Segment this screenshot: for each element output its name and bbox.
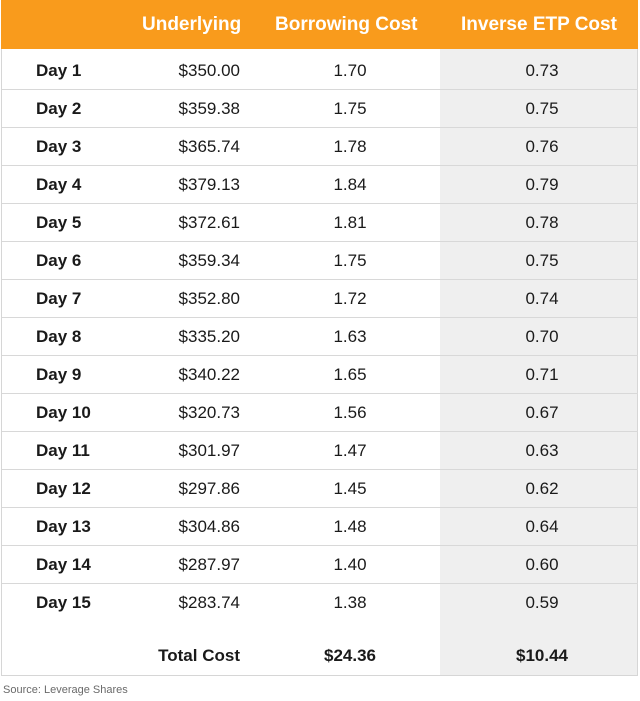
table-row: Day 12 $297.86 1.45 0.62 bbox=[2, 470, 638, 508]
table-row: Day 2 $359.38 1.75 0.75 bbox=[2, 90, 638, 128]
borrowing-cost-value: 1.81 bbox=[333, 213, 367, 232]
borrowing-cost-value: 1.45 bbox=[333, 479, 367, 498]
table-row: Day 14 $287.97 1.40 0.60 bbox=[2, 546, 638, 584]
table-row: Day 7 $352.80 1.72 0.74 bbox=[2, 280, 638, 318]
day-label: Day 3 bbox=[36, 137, 82, 156]
inverse-etp-cost-value: 0.70 bbox=[525, 327, 559, 346]
borrowing-cost-value: 1.63 bbox=[333, 327, 367, 346]
source-note: Source: Leverage Shares bbox=[3, 684, 128, 696]
underlying-value: $287.97 bbox=[178, 555, 240, 574]
inverse-etp-cost-value: 0.73 bbox=[525, 61, 559, 80]
underlying-value: $352.80 bbox=[178, 289, 240, 308]
underlying-value: $372.61 bbox=[178, 213, 240, 232]
borrowing-cost-value: 1.56 bbox=[333, 403, 367, 422]
underlying-value: $350.00 bbox=[178, 61, 240, 80]
inverse-etp-cost-value: 0.74 bbox=[525, 289, 559, 308]
total-label: Total Cost bbox=[158, 646, 240, 665]
underlying-value: $297.86 bbox=[178, 479, 240, 498]
inverse-etp-cost-value: 0.64 bbox=[525, 517, 559, 536]
table-row: Day 4 $379.13 1.84 0.79 bbox=[2, 166, 638, 204]
borrowing-cost-value: 1.40 bbox=[333, 555, 367, 574]
inverse-etp-cost-value: 0.62 bbox=[525, 479, 559, 498]
inverse-etp-cost-value: 0.71 bbox=[525, 365, 559, 384]
underlying-value: $283.74 bbox=[178, 593, 240, 612]
day-label: Day 12 bbox=[36, 479, 91, 498]
table-row: Day 5 $372.61 1.81 0.78 bbox=[2, 204, 638, 242]
borrowing-cost-value: 1.84 bbox=[333, 175, 367, 194]
borrowing-cost-value: 1.72 bbox=[333, 289, 367, 308]
borrowing-cost-value: 1.65 bbox=[333, 365, 367, 384]
borrowing-cost-value: 1.47 bbox=[333, 441, 367, 460]
day-label: Day 7 bbox=[36, 289, 82, 308]
table-row: Day 9 $340.22 1.65 0.71 bbox=[2, 356, 638, 394]
table-row: Day 3 $365.74 1.78 0.76 bbox=[2, 128, 638, 166]
table-row: Day 15 $283.74 1.38 0.59 bbox=[2, 584, 638, 622]
total-row: Total Cost $24.36 $10.44 bbox=[2, 637, 638, 675]
table-row: Day 1 $350.00 1.70 0.73 bbox=[2, 52, 638, 90]
inverse-etp-cost-value: 0.75 bbox=[525, 251, 559, 270]
inverse-etp-cost-value: 0.75 bbox=[525, 99, 559, 118]
day-label: Day 15 bbox=[36, 593, 91, 612]
inverse-etp-cost-value: 0.76 bbox=[525, 137, 559, 156]
underlying-value: $320.73 bbox=[178, 403, 240, 422]
underlying-value: $301.97 bbox=[178, 441, 240, 460]
borrowing-cost-value: 1.75 bbox=[333, 99, 367, 118]
day-label: Day 1 bbox=[36, 61, 82, 80]
table-row: Day 13 $304.86 1.48 0.64 bbox=[2, 508, 638, 546]
day-label: Day 8 bbox=[36, 327, 82, 346]
underlying-value: $365.74 bbox=[178, 137, 240, 156]
borrowing-cost-value: 1.78 bbox=[333, 137, 367, 156]
table-row: Day 8 $335.20 1.63 0.70 bbox=[2, 318, 638, 356]
underlying-value: $335.20 bbox=[178, 327, 240, 346]
table-row: Day 11 $301.97 1.47 0.63 bbox=[2, 432, 638, 470]
underlying-value: $304.86 bbox=[178, 517, 240, 536]
table-frame bbox=[1, 0, 638, 676]
day-label: Day 2 bbox=[36, 99, 82, 118]
inverse-etp-cost-value: 0.63 bbox=[525, 441, 559, 460]
day-label: Day 10 bbox=[36, 403, 91, 422]
inverse-etp-cost-value: 0.79 bbox=[525, 175, 559, 194]
underlying-value: $340.22 bbox=[178, 365, 240, 384]
underlying-value: $359.34 bbox=[178, 251, 240, 270]
inverse-etp-cost-value: 0.59 bbox=[525, 593, 559, 612]
inverse-etp-cost-value: 0.67 bbox=[525, 403, 559, 422]
underlying-value: $379.13 bbox=[178, 175, 240, 194]
header-borrowing-cost: Borrowing Cost bbox=[275, 14, 418, 35]
day-label: Day 9 bbox=[36, 365, 82, 384]
borrowing-cost-value: 1.75 bbox=[333, 251, 367, 270]
day-label: Day 6 bbox=[36, 251, 82, 270]
header-underlying: Underlying bbox=[142, 14, 242, 35]
total-borrowing-cost: $24.36 bbox=[324, 646, 376, 665]
day-label: Day 13 bbox=[36, 517, 91, 536]
day-label: Day 4 bbox=[36, 175, 82, 194]
table-header: Underlying Borrowing Cost Inverse ETP Co… bbox=[1, 0, 638, 49]
day-label: Day 11 bbox=[36, 441, 90, 460]
day-label: Day 14 bbox=[36, 555, 91, 574]
borrowing-cost-value: 1.70 bbox=[333, 61, 367, 80]
table-row: Day 6 $359.34 1.75 0.75 bbox=[2, 242, 638, 280]
borrowing-cost-value: 1.38 bbox=[333, 593, 367, 612]
total-inverse-etp-cost: $10.44 bbox=[516, 646, 568, 665]
inverse-etp-cost-value: 0.78 bbox=[525, 213, 559, 232]
underlying-value: $359.38 bbox=[178, 99, 240, 118]
borrowing-cost-value: 1.48 bbox=[333, 517, 367, 536]
header-inverse-etp-cost: Inverse ETP Cost bbox=[461, 14, 617, 35]
inverse-column-shading bbox=[440, 49, 637, 675]
inverse-etp-cost-value: 0.60 bbox=[525, 555, 559, 574]
day-label: Day 5 bbox=[36, 213, 82, 232]
table-row: Day 10 $320.73 1.56 0.67 bbox=[2, 394, 638, 432]
